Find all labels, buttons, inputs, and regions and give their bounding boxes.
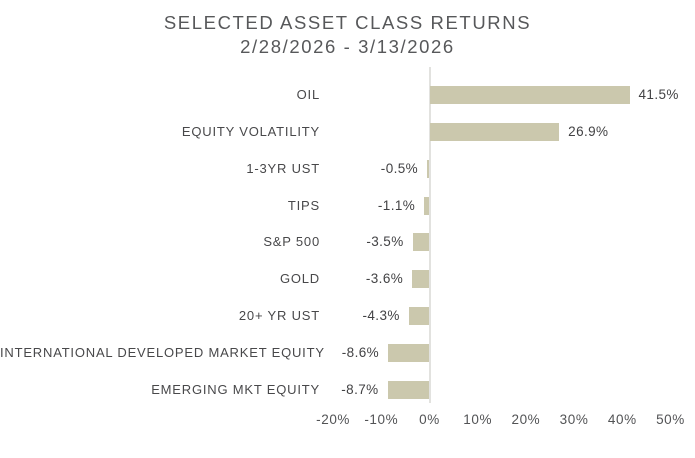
bar [387, 380, 430, 399]
chart-title: SELECTED ASSET CLASS RETURNS 2/28/2026 -… [0, 11, 695, 59]
value-label: -8.6% [341, 344, 380, 360]
x-tick-label: 50% [656, 412, 685, 427]
bar [429, 86, 630, 104]
category-label: OIL [296, 87, 320, 102]
zero-axis-line [428, 67, 431, 403]
bar [412, 270, 430, 289]
x-tick-label: 10% [463, 412, 493, 427]
value-label: 41.5% [638, 87, 679, 102]
category-label: EMERGING MKT EQUITY [151, 381, 320, 397]
x-tick-label: 30% [559, 412, 589, 427]
value-label: -1.1% [377, 197, 416, 213]
x-tick-label: -10% [364, 412, 399, 427]
value-label: -0.5% [380, 160, 419, 176]
value-label: -3.5% [366, 234, 404, 250]
value-label: 26.9% [568, 123, 609, 139]
chart-title-line1: SELECTED ASSET CLASS RETURNS [163, 12, 532, 33]
chart-title-line2: 2/28/2026 - 3/13/2026 [240, 36, 455, 57]
category-label: 1-3YR UST [246, 160, 320, 176]
bar [424, 196, 430, 215]
x-tick-label: -20% [316, 412, 351, 427]
bar [408, 307, 430, 326]
value-label: -8.7% [341, 381, 379, 397]
bar [388, 343, 430, 362]
x-tick-label: 20% [511, 412, 541, 427]
category-label: GOLD [279, 271, 320, 287]
value-label: -3.6% [365, 271, 404, 287]
category-label: TIPS [287, 197, 320, 213]
value-label: -4.3% [362, 308, 400, 324]
x-tick-label: 40% [607, 412, 637, 427]
bar [429, 122, 560, 141]
bar [412, 233, 430, 252]
category-label: 20+ YR UST [238, 308, 320, 324]
category-label: INTERNATIONAL DEVELOPED MARKET EQUITY [0, 344, 325, 360]
category-label: EQUITY VOLATILITY [181, 123, 320, 139]
category-label: S&P 500 [263, 234, 320, 250]
x-tick-label: 0% [419, 412, 440, 427]
bar [427, 159, 430, 178]
